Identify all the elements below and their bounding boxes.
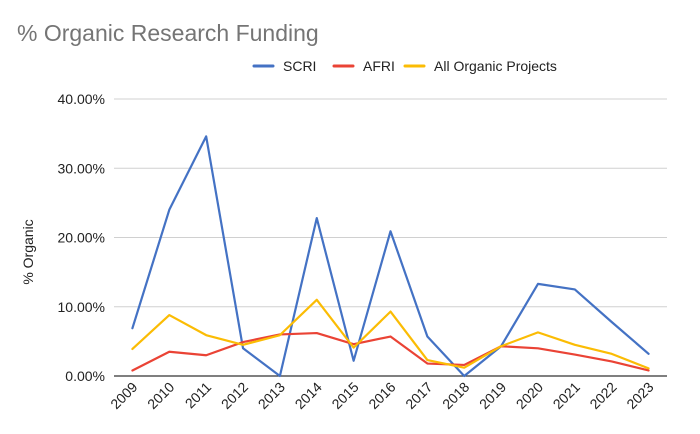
x-tick-label: 2017 [402, 379, 435, 412]
x-tick-label: 2009 [107, 379, 140, 412]
series-line-all-organic-projects [131, 298, 650, 370]
series-line-afri [131, 331, 650, 372]
x-tick-label: 2015 [328, 379, 361, 412]
x-tick-label: 2013 [255, 379, 288, 412]
legend-label: AFRI [363, 58, 395, 74]
x-tick-label: 2016 [365, 379, 398, 412]
x-tick-label: 2020 [513, 379, 546, 412]
series-line-scri [131, 135, 650, 378]
x-tick-label: 2014 [292, 379, 325, 412]
x-tick-label: 2012 [218, 379, 251, 412]
y-tick-label: 0.00% [65, 368, 105, 384]
x-tick-label: 2022 [586, 379, 619, 412]
x-tick-label: 2019 [476, 379, 509, 412]
y-tick-label: 40.00% [58, 91, 105, 107]
x-tick-label: 2023 [623, 379, 656, 412]
y-axis-label: % Organic [20, 219, 36, 284]
series-lines [131, 135, 650, 378]
y-tick-label: 10.00% [58, 299, 105, 315]
y-tick-label: 20.00% [58, 230, 105, 246]
x-tick-label: 2021 [550, 379, 583, 412]
x-tick-label: 2018 [439, 379, 472, 412]
x-tick-label: 2010 [144, 379, 177, 412]
legend-label: SCRI [283, 58, 316, 74]
legend-label: All Organic Projects [434, 58, 557, 74]
y-axis-ticks: 0.00% 10.00% 20.00% 30.00% 40.00% [58, 91, 105, 384]
gridlines [114, 98, 667, 377]
chart-title: % Organic Research Funding [17, 20, 319, 46]
x-tick-label: 2011 [182, 379, 215, 412]
x-axis-ticks: 2009 2010 2011 2012 2013 2014 2015 2016 2017 2018… [107, 379, 657, 412]
y-tick-label: 30.00% [58, 160, 105, 176]
legend: SCRI AFRI All Organic Projects [252, 58, 557, 74]
